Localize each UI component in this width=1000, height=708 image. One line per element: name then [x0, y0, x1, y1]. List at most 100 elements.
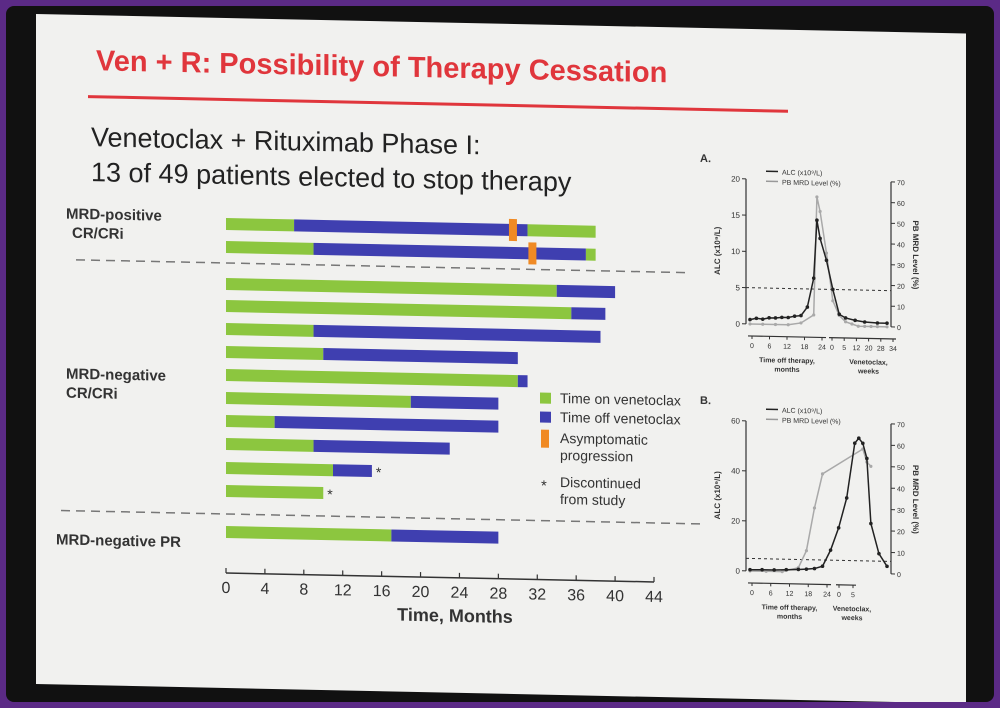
x-tick-label: 44	[645, 589, 663, 606]
point-mrd	[831, 299, 835, 303]
y-axis-title: ALC (x10⁹/L)	[713, 471, 722, 520]
bar-on-venetoclax	[226, 345, 324, 361]
point-mrd	[843, 320, 848, 324]
point-mrd	[812, 313, 816, 317]
legend-swatch-on	[540, 392, 551, 404]
legend-label: Time on venetoclax	[560, 390, 681, 409]
group-separator	[61, 509, 701, 525]
point-alc	[820, 564, 825, 569]
x-tick-label: 6	[768, 343, 772, 350]
progression-marker	[508, 218, 517, 242]
x-tick-label: 0	[750, 343, 754, 350]
point-alc	[811, 276, 816, 280]
point-alc	[772, 568, 776, 572]
point-mrd	[850, 322, 854, 326]
point-mrd	[773, 322, 778, 327]
x-tick-label: 12	[783, 344, 791, 351]
x-tick-label: 8	[299, 582, 308, 599]
x-axis-right-title-line-2: weeks	[857, 368, 879, 375]
point-alc	[799, 313, 803, 318]
y2-tick-label: 70	[897, 180, 905, 187]
point-mrd	[799, 321, 803, 325]
legend-swatch-off	[540, 411, 551, 423]
x-tick-label: 12	[786, 591, 794, 598]
discontinued-star: *	[327, 486, 333, 502]
y2-tick-label: 0	[897, 572, 901, 579]
point-alc	[856, 436, 861, 441]
y2-tick-label: 50	[897, 221, 905, 228]
x-tick-label: 20	[412, 584, 430, 601]
point-mrd	[812, 506, 817, 510]
point-mrd	[875, 325, 880, 329]
point-alc	[828, 548, 833, 552]
threshold-line	[746, 287, 891, 292]
x-axis-left-title-line-2: months	[777, 614, 802, 622]
point-mrd	[856, 324, 860, 328]
discontinued-star: *	[376, 464, 382, 480]
legend-label: Time off venetoclax	[560, 409, 681, 428]
x-tick-label: 16	[373, 583, 391, 600]
y-tick-label: 15	[731, 211, 740, 220]
y-axis-title: ALC (x10⁹/L)	[713, 226, 722, 275]
point-alc	[780, 315, 784, 320]
legend-label-alc: ALC (x10⁹/L)	[782, 170, 822, 178]
x-tick-label: 0	[750, 590, 754, 597]
point-alc	[875, 321, 880, 325]
y2-tick-label: 50	[897, 465, 905, 472]
x-axis-right-segment	[829, 337, 896, 340]
bar-on-venetoclax	[226, 368, 518, 388]
point-alc	[796, 567, 801, 572]
x-tick-label: 18	[801, 344, 809, 351]
point-alc	[853, 318, 857, 323]
bar-off-venetoclax	[294, 219, 528, 237]
legend-star-symbol: *	[541, 478, 547, 495]
y2-tick-label: 30	[897, 263, 905, 270]
y-tick-label: 60	[731, 417, 740, 426]
bar-on-venetoclax	[226, 525, 392, 542]
progression-marker	[528, 242, 537, 265]
point-alc	[869, 521, 873, 526]
bar-off-venetoclax	[313, 242, 586, 261]
bar-on-venetoclax	[226, 299, 572, 320]
point-mrd	[869, 464, 873, 468]
panel-letter: A.	[700, 153, 711, 165]
line-mrd	[750, 447, 872, 573]
legend-label: Asymptomatic	[560, 430, 648, 448]
x-tick-label: 6	[769, 590, 773, 597]
point-alc	[792, 314, 797, 318]
y2-tick-label: 10	[897, 551, 905, 558]
bar-on-venetoclax	[585, 248, 596, 261]
x-tick-label: 24	[451, 585, 469, 602]
x-tick-label: 24	[823, 591, 831, 598]
y-tick-label: 20	[731, 175, 740, 184]
y2-tick-label: 20	[897, 529, 905, 536]
legend-label-mrd: PB MRD Level (%)	[782, 180, 841, 188]
bar-on-venetoclax	[226, 240, 314, 255]
point-alc	[844, 496, 849, 500]
y2-tick-label: 70	[897, 422, 905, 429]
point-mrd	[761, 322, 765, 326]
x-tick-label: 18	[804, 591, 812, 598]
point-alc	[760, 317, 765, 321]
point-alc	[784, 567, 789, 572]
bar-off-venetoclax	[333, 464, 372, 478]
point-mrd	[824, 251, 829, 255]
bar-off-venetoclax	[313, 324, 601, 343]
panel-a-chart: A. ALC (x10⁹/L) PB MRD Level (%) 0 5 10 15 20 0 1…	[700, 153, 920, 376]
x-axis-title: Time, Months	[397, 605, 513, 627]
y2-axis-title: PB MRD Level (%)	[911, 465, 920, 534]
point-alc	[818, 236, 822, 241]
point-alc	[861, 441, 865, 446]
line-mrd	[750, 196, 887, 328]
point-alc	[748, 567, 752, 572]
line-alc	[749, 220, 887, 324]
x-tick-label: 5	[851, 592, 855, 599]
bar-off-venetoclax	[571, 307, 606, 320]
y2-tick-label: 40	[897, 242, 905, 249]
x-axis-left-title-line-2: months	[774, 366, 799, 374]
y2-tick-label: 0	[897, 325, 901, 332]
bar-on-venetoclax	[226, 391, 411, 408]
point-alc	[760, 567, 764, 572]
point-mrd	[780, 570, 784, 574]
x-tick-label: 34	[889, 346, 897, 353]
